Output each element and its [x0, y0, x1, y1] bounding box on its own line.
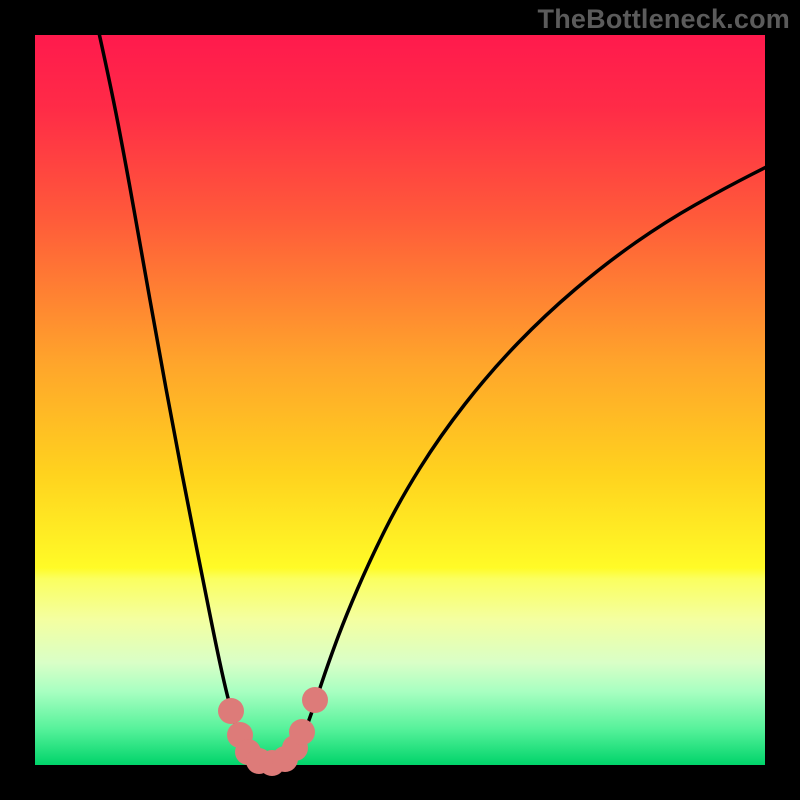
curve-marker	[302, 687, 328, 713]
curve-marker	[218, 698, 244, 724]
bottleneck-curve	[0, 0, 800, 800]
curve-marker	[289, 719, 315, 745]
chart-container: { "watermark": { "text": "TheBottleneck.…	[0, 0, 800, 800]
